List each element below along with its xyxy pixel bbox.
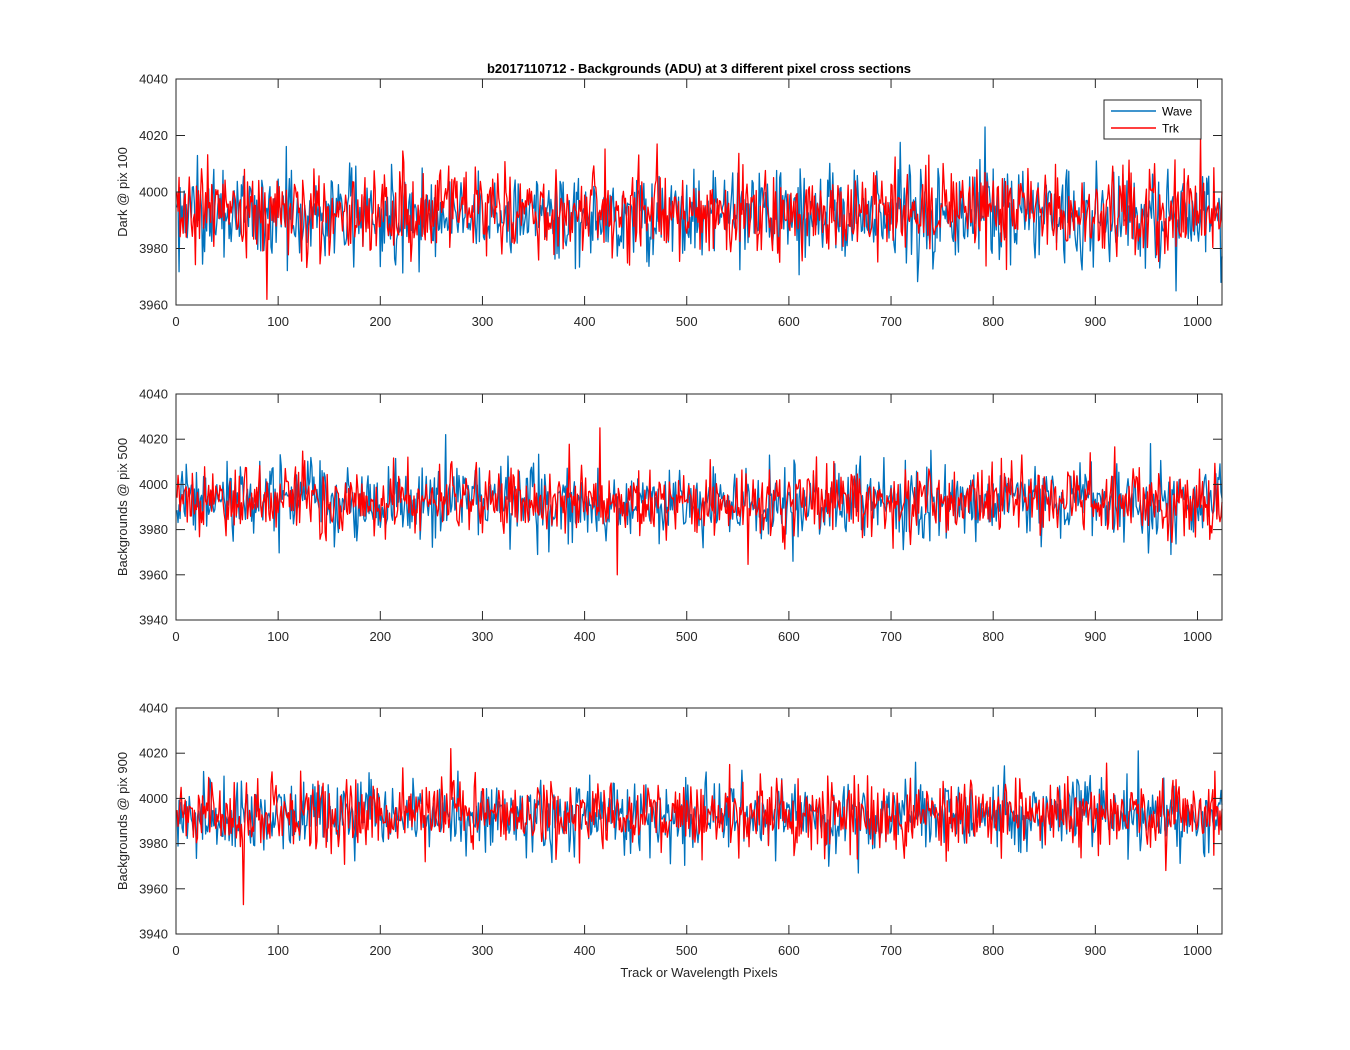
subplot-1: 0 100 200 300 400 500 600 700 800 900 1000 3960 3980… bbox=[115, 72, 1223, 329]
x-tick-label: 100 bbox=[267, 943, 289, 958]
y-tick-label: 3980 bbox=[139, 522, 168, 537]
x-tick-label: 1000 bbox=[1183, 314, 1212, 329]
axes-box bbox=[175, 707, 1223, 935]
x-tick-label: 800 bbox=[982, 314, 1004, 329]
x-tick-label: 600 bbox=[778, 943, 800, 958]
x-tick-label: 0 bbox=[172, 943, 179, 958]
x-tick-label: 100 bbox=[267, 314, 289, 329]
x-tick-label: 400 bbox=[574, 314, 596, 329]
x-tick-label: 700 bbox=[880, 943, 902, 958]
y-tick-label: 4020 bbox=[139, 128, 168, 143]
x-tick-label: 500 bbox=[676, 314, 698, 329]
x-tick-label: 200 bbox=[369, 314, 391, 329]
x-tick-label: 300 bbox=[472, 629, 494, 644]
series-line-trk bbox=[176, 134, 1223, 300]
x-tick-label: 800 bbox=[982, 943, 1004, 958]
x-tick-label: 100 bbox=[267, 629, 289, 644]
y-tick-label: 3940 bbox=[139, 927, 168, 942]
y-tick-label: 4040 bbox=[139, 701, 168, 716]
y-tick-label: 3960 bbox=[139, 567, 168, 582]
x-tick-label: 0 bbox=[172, 629, 179, 644]
x-axis-label: Track or Wavelength Pixels bbox=[620, 965, 778, 980]
x-tick-label: 1000 bbox=[1183, 629, 1212, 644]
series-line-trk bbox=[176, 748, 1223, 906]
x-tick-label: 600 bbox=[778, 629, 800, 644]
y-axis-label: Backgrounds @ pix 500 bbox=[115, 438, 130, 576]
y-tick-label: 3980 bbox=[139, 836, 168, 851]
x-tick-label: 400 bbox=[574, 943, 596, 958]
x-tick-label: 700 bbox=[880, 314, 902, 329]
x-tick-label: 200 bbox=[369, 629, 391, 644]
axes-box bbox=[175, 393, 1223, 621]
x-tick-label: 800 bbox=[982, 629, 1004, 644]
y-tick-label: 4000 bbox=[139, 477, 168, 492]
series-line-trk bbox=[176, 427, 1223, 576]
y-tick-label: 3960 bbox=[139, 298, 168, 313]
x-tick-label: 500 bbox=[676, 629, 698, 644]
legend-label-wave: Wave bbox=[1162, 105, 1193, 119]
subplot-2: 0 100 200 300 400 500 600 700 800 900 1000 3940 3960… bbox=[115, 387, 1223, 644]
x-tick-label: 300 bbox=[472, 314, 494, 329]
x-tick-label: 300 bbox=[472, 943, 494, 958]
y-tick-label: 4020 bbox=[139, 746, 168, 761]
y-axis-label: Backgrounds @ pix 900 bbox=[115, 752, 130, 890]
x-tick-label: 500 bbox=[676, 943, 698, 958]
subplot-3: 0 100 200 300 400 500 600 700 800 900 1000 3940 3960… bbox=[115, 701, 1223, 958]
series-line-wave bbox=[176, 434, 1223, 562]
y-tick-label: 3980 bbox=[139, 241, 168, 256]
x-tick-label: 900 bbox=[1084, 943, 1106, 958]
y-tick-label: 4000 bbox=[139, 791, 168, 806]
y-axis-label: Dark @ pix 100 bbox=[115, 147, 130, 237]
legend-box bbox=[1103, 99, 1202, 140]
x-tick-label: 200 bbox=[369, 943, 391, 958]
x-tick-label: 400 bbox=[574, 629, 596, 644]
x-tick-label: 900 bbox=[1084, 629, 1106, 644]
y-tick-label: 4000 bbox=[139, 185, 168, 200]
legend-label-trk: Trk bbox=[1162, 122, 1180, 136]
y-tick-label: 4040 bbox=[139, 387, 168, 402]
y-tick-label: 4040 bbox=[139, 72, 168, 87]
x-tick-label: 700 bbox=[880, 629, 902, 644]
x-tick-label: 600 bbox=[778, 314, 800, 329]
x-tick-label: 1000 bbox=[1183, 943, 1212, 958]
y-tick-label: 3940 bbox=[139, 613, 168, 628]
x-tick-label: 0 bbox=[172, 314, 179, 329]
y-tick-label: 4020 bbox=[139, 432, 168, 447]
x-tick-label: 900 bbox=[1084, 314, 1106, 329]
legend: Wave Trk bbox=[1103, 99, 1202, 140]
y-tick-label: 3960 bbox=[139, 881, 168, 896]
chart-title: b2017110712 - Backgrounds (ADU) at 3 dif… bbox=[487, 61, 911, 76]
